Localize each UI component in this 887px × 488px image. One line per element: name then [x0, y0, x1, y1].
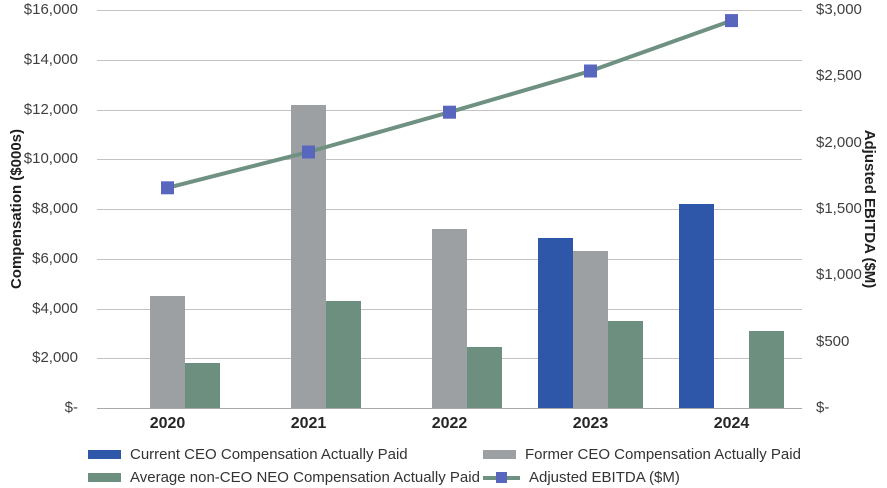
ebitda-marker-2020: [161, 181, 174, 195]
legend-swatch: [88, 472, 121, 482]
x-axis-label-2024: 2024: [713, 415, 750, 432]
legend-label: Former CEO Compensation Actually Paid: [525, 445, 801, 463]
right-tick-2500: $2,500: [816, 67, 862, 85]
left-tick-0: $-: [64, 399, 78, 416]
bar-avg-non-ceo-neo-2020: [185, 363, 221, 408]
legend-label: Current CEO Compensation Actually Paid: [130, 445, 408, 463]
left-tick-6000: $6,000: [32, 249, 78, 267]
gridline-12000: [97, 110, 802, 111]
gridline-16000: [97, 10, 802, 11]
legend-line-marker: [496, 471, 507, 483]
legend-item-adjusted-ebitda-m: Adjusted EBITDA ($M): [483, 467, 680, 487]
left-tick-8000: $8,000: [32, 200, 78, 217]
left-tick-10000: $10,000: [23, 150, 78, 168]
bar-avg-non-ceo-neo-2024: [749, 330, 785, 408]
bar-avg-non-ceo-neo-2023: [608, 320, 644, 408]
left-tick-2000: $2,000: [32, 349, 78, 367]
ebitda-marker-2023: [584, 64, 597, 78]
bar-former-ceo-2023: [572, 251, 609, 408]
bar-former-ceo-2022: [431, 228, 468, 408]
left-tick-4000: $4,000: [32, 299, 78, 317]
legend-label: Average non-CEO NEO Compensation Actuall…: [130, 468, 480, 486]
gridline-8000: [97, 209, 802, 210]
legend-item-average-non-ceo-neo-compensation-actually-paid: Average non-CEO NEO Compensation Actuall…: [88, 467, 480, 487]
right-tick-1500: $1,500: [816, 200, 862, 217]
left-tick-16000: $16,000: [23, 1, 78, 18]
right-tick-2000: $2,000: [816, 133, 862, 151]
gridline-0: [97, 408, 802, 409]
x-axis-label-2020: 2020: [149, 415, 186, 432]
bar-avg-non-ceo-neo-2021: [326, 301, 362, 408]
right-tick-500: $500: [816, 332, 850, 350]
gridline-10000: [97, 159, 802, 160]
bar-former-ceo-2020: [149, 296, 186, 408]
right-tick-0: $-: [816, 399, 830, 416]
legend-swatch: [88, 449, 121, 459]
right-tick-1000: $1,000: [816, 266, 862, 284]
x-axis-label-2023: 2023: [572, 415, 609, 432]
ebitda-marker-2024: [725, 14, 738, 28]
ebitda-marker-2022: [443, 105, 456, 119]
legend-swatch: [483, 449, 516, 459]
bar-avg-non-ceo-neo-2022: [467, 347, 503, 408]
bar-current-ceo-2023: [537, 237, 573, 408]
legend-item-current-ceo-compensation-actually-paid: Current CEO Compensation Actually Paid: [88, 444, 408, 464]
legend-label: Adjusted EBITDA ($M): [529, 468, 680, 486]
x-axis-label-2022: 2022: [431, 415, 468, 432]
right-tick-3000: $3,000: [816, 1, 862, 18]
left-tick-14000: $14,000: [23, 50, 78, 68]
legend-line-swatch: [483, 471, 520, 484]
bar-current-ceo-2024: [678, 204, 714, 408]
gridline-14000: [97, 60, 802, 61]
left-tick-12000: $12,000: [23, 100, 78, 118]
bar-former-ceo-2021: [290, 104, 327, 408]
legend-item-former-ceo-compensation-actually-paid: Former CEO Compensation Actually Paid: [483, 444, 801, 464]
ebitda-line: [167, 18, 733, 190]
x-axis-label-2021: 2021: [290, 415, 327, 432]
